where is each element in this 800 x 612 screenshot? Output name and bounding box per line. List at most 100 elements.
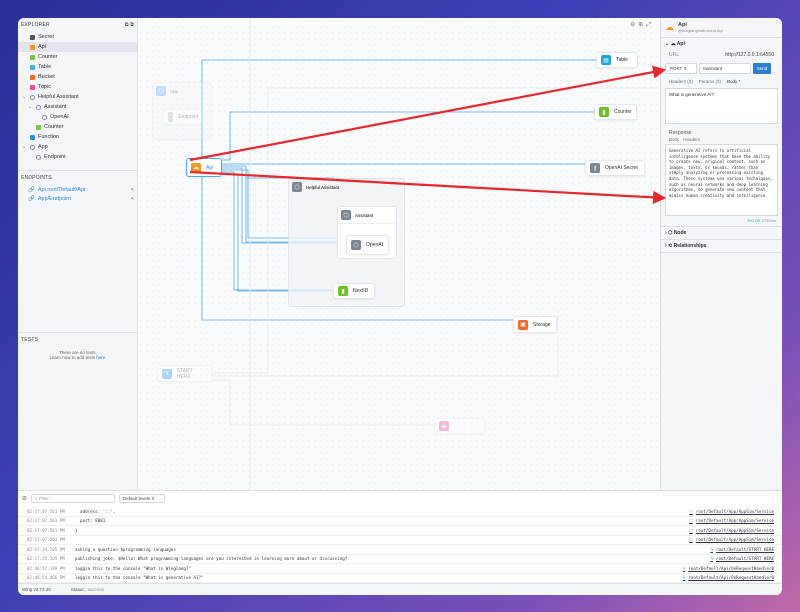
share-icon[interactable]: < <box>130 186 134 193</box>
function-icon: ϟ <box>682 565 686 571</box>
path-input[interactable]: /assistant <box>699 63 751 74</box>
log-time: 02:17:07.561 PM <box>27 527 65 533</box>
bucket-icon: ▣ <box>518 319 528 330</box>
table-node[interactable]: ▤ Table <box>596 52 638 68</box>
app-group[interactable]: ⬡ App ⬡ Endpoint <box>152 82 212 140</box>
collapse-icons[interactable]: ⧉ ⧉ <box>124 22 134 28</box>
counter-icon: ▮ <box>599 107 609 117</box>
tree-item[interactable]: Function <box>18 132 137 142</box>
log-source-link[interactable]: root/Default/App/AppSim/Service <box>695 527 774 533</box>
zoom-controls[interactable]: ⊖⊕⤢ <box>630 22 654 28</box>
node-section[interactable]: › ⬡ Node <box>661 226 782 239</box>
nextid-node[interactable]: ▮ NextID <box>333 283 375 299</box>
log-source-link[interactable]: root/Default/App/AppSim/Service <box>695 537 774 543</box>
url-value[interactable]: http://127.0.0.1:64550 <box>725 52 774 58</box>
counter-icon <box>30 54 35 60</box>
log-source-link[interactable]: root/Default/App/AppSim/Service <box>695 518 774 524</box>
api-node[interactable]: ☁ Api <box>186 158 222 177</box>
map-canvas[interactable]: ⊖⊕⤢ ⬡ App ⬡ Endpoint ☁ Api ▤ Table ▮ Counter … <box>138 18 660 490</box>
tree-item[interactable]: Topic <box>18 82 137 92</box>
tree-item-label: OpenAI <box>50 114 69 120</box>
node-label: App <box>170 88 179 94</box>
log-source-link[interactable]: root/Default/START HERE <box>716 556 774 562</box>
status-label: Status: <box>70 587 85 592</box>
log-source-link[interactable]: root/Default/Api/OnRequestHandler0 <box>688 565 774 571</box>
filter-placeholder: Filter... <box>38 495 53 501</box>
tree-item[interactable]: Table <box>18 62 137 72</box>
node-label: Assistant <box>355 212 374 218</box>
endpoint-item[interactable]: 🔗 Api root/Default/Api < <box>18 185 138 194</box>
log-source-link[interactable]: root/Default/START HERE <box>716 546 774 552</box>
chevron-down-icon[interactable]: ⌄ <box>22 144 27 150</box>
tree-item[interactable]: Secret <box>18 32 137 42</box>
api-section-header[interactable]: ⌄ ☁ Api <box>665 41 685 47</box>
tree-item[interactable]: ⌄ Helpful Assistant <box>18 92 137 102</box>
log-source[interactable]: ϟ root/Default/START HERE <box>710 556 774 561</box>
tree-item[interactable]: ⌄ Assistant <box>18 102 137 112</box>
assistant-group[interactable]: ⬡ Assistant ⬡ OpenAI <box>337 206 397 259</box>
tree-item[interactable]: Bucket <box>18 72 137 82</box>
method-select[interactable]: POST ⇕ <box>665 63 697 74</box>
tree-item-label: Endpoint <box>44 154 66 160</box>
tree-item[interactable]: ⌄ App <box>18 142 137 152</box>
log-source-link[interactable]: root/Default/Api/OnRequestHandler0 <box>688 575 774 581</box>
tree-item[interactable]: Counter <box>18 52 137 62</box>
chevron-down-icon[interactable]: ⌄ <box>28 104 33 110</box>
tests-empty: There are no tests. <box>59 350 97 355</box>
tab-params[interactable]: Params (0) <box>698 79 722 84</box>
endpoint-item[interactable]: 🔗 App/Endpoint < <box>18 194 138 203</box>
tree-item[interactable]: Counter <box>18 122 137 132</box>
tree-item-label: Topic <box>38 84 51 90</box>
log-source[interactable]: ϟ root/Default/Api/OnRequestHandler0 <box>683 575 774 580</box>
log-message: loggin this to the console "What is gene… <box>75 575 204 581</box>
secret-node[interactable]: ⚷ OpenAI Secret <box>585 160 645 176</box>
tab-response-body[interactable]: Body <box>669 137 680 142</box>
tab-headers[interactable]: Headers (0) <box>669 79 693 84</box>
filter-input[interactable]: ⌕ Filter... <box>31 493 116 503</box>
tree-item-label: Secret <box>38 34 54 40</box>
openai-node[interactable]: ⬡ OpenAI <box>346 235 389 255</box>
version-label: Wing v0.73.40 <box>22 587 51 592</box>
send-button[interactable]: Send <box>753 63 771 74</box>
tests-link[interactable]: here. <box>96 355 107 360</box>
start-here-node[interactable]: ϟ START HERE <box>157 365 212 382</box>
tree-item[interactable]: OpenAI <box>18 112 137 122</box>
log-row: 02:17:07.561 PM ⬡ root/Default/App/AppSim/… <box>18 536 782 545</box>
chevron-down-icon[interactable]: ⌄ <box>22 94 27 100</box>
log-source[interactable]: ϟ root/Default/START HERE <box>710 547 774 552</box>
tree-item-label: Bucket <box>38 74 55 80</box>
logs-panel: ⊘ ⌕ Filter... Default levels ⇕ 02:17:07.… <box>18 490 782 583</box>
helpful-assistant-group[interactable]: ⬡ Helpful Assistant ⬡ Assistant ⬡ OpenAI ▮ N… <box>288 178 405 307</box>
cube-icon <box>36 104 41 110</box>
relationships-section[interactable]: › ⟲ Relationships <box>661 239 782 253</box>
cloud-icon: ☁ <box>191 162 201 173</box>
counter-node[interactable]: ▮ Counter <box>594 104 637 120</box>
tree-item[interactable]: Api <box>18 42 137 52</box>
cube-icon <box>30 144 35 150</box>
edge <box>202 111 594 161</box>
storage-node[interactable]: ▣ Storage <box>513 316 557 333</box>
log-source[interactable]: ϟ root/Default/Api/OnRequestHandler0 <box>683 566 774 571</box>
log-source[interactable]: ⬡ root/Default/App/AppSim/Service <box>689 537 774 542</box>
body-textarea[interactable]: What is generative AI? <box>665 88 778 124</box>
log-source-link[interactable]: root/Default/App/AppSim/Service <box>695 508 774 514</box>
tree-item-label: Function <box>38 134 60 140</box>
node-label: OpenAI <box>366 242 383 248</box>
node-label: Storage <box>533 321 551 328</box>
clear-logs-icon[interactable]: ⊘ <box>22 495 28 502</box>
log-row: 02:17:07.561 PM} ⬡ root/Default/App/AppSim… <box>18 526 782 536</box>
url-label: URL <box>669 52 680 58</box>
tab-response-headers[interactable]: Headers <box>683 137 701 142</box>
endpoint-node[interactable]: ⬡ Endpoint <box>163 109 203 125</box>
level-select[interactable]: Default levels ⇕ <box>119 493 166 503</box>
tab-body[interactable]: Body * <box>727 79 741 84</box>
log-source[interactable]: ⬡ root/Default/App/AppSim/Service <box>689 509 774 514</box>
log-time: 02:46:54.466 PM <box>27 575 65 581</box>
topic-node[interactable]: ◆ <box>434 418 485 434</box>
share-icon[interactable]: < <box>130 195 134 202</box>
log-source[interactable]: ⬡ root/Default/App/AppSim/Service <box>689 518 774 523</box>
response-body: Generative AI refers to artificial intel… <box>665 144 778 216</box>
log-source[interactable]: ⬡ root/Default/App/AppSim/Service <box>689 528 774 533</box>
tree-item[interactable]: Endpoint <box>18 152 137 162</box>
response-label: Response <box>669 130 692 136</box>
